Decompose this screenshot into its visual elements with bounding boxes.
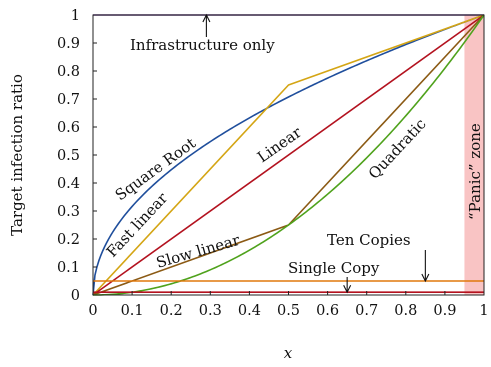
x-tick-label: 0.4	[238, 303, 261, 319]
y-tick-label: 0.3	[57, 204, 80, 220]
panic-zone	[464, 15, 484, 295]
label-fast-linear: Fast linear	[103, 189, 172, 261]
y-tick-label: 0.1	[57, 260, 80, 276]
x-tick-label: 0.9	[433, 303, 456, 319]
ticks-layer: 0 0.1 0.2 0.3 0.4 0.5 0.6 0.7 0.8 0.9 1 0 0.1 0.2 0.3 0…	[57, 8, 489, 319]
arrows-layer	[202, 13, 430, 294]
y-tick-label: 1	[71, 8, 80, 24]
y-tick-label: 0.2	[57, 232, 80, 248]
arrowhead-singlecopy	[343, 284, 352, 294]
y-tick-label: 0.8	[57, 64, 80, 80]
x-tick-label: 0.6	[316, 303, 339, 319]
series-line-sqrt	[92, 14, 485, 296]
label-ten-copies: Ten Copies	[327, 231, 411, 249]
label-infrastructure-only: Infrastructure only	[130, 36, 275, 54]
x-tick-label: 0.3	[199, 303, 222, 319]
x-tick-label: 0.8	[394, 303, 417, 319]
arrowhead-tencopies	[421, 273, 430, 283]
x-tick-label: 0.2	[160, 303, 183, 319]
y-tick-label: 0.7	[57, 92, 80, 108]
x-tick-label: 0.7	[355, 303, 378, 319]
y-tick-label: 0.9	[57, 36, 80, 52]
x-tick-label: 0	[88, 303, 97, 319]
y-tick-label: 0.4	[57, 176, 80, 192]
x-axis-title: x	[284, 344, 293, 362]
y-tick-label: 0.5	[57, 148, 80, 164]
x-tick-label: 0.5	[277, 303, 300, 319]
label-single-copy: Single Copy	[288, 259, 380, 277]
series-line-linear	[92, 14, 485, 296]
y-tick-label: 0	[71, 288, 80, 304]
label-panic-zone: “Panic” zone	[466, 123, 484, 220]
series-line-quadratic	[92, 14, 485, 296]
label-slow-linear: Slow linear	[154, 231, 242, 272]
y-axis-title: Target infection ratio	[8, 74, 26, 236]
series-line-fastlinear	[92, 14, 485, 296]
label-linear: Linear	[254, 123, 305, 167]
arrowhead-infra	[202, 13, 211, 23]
x-tick-label: 1	[479, 303, 488, 319]
y-tick-label: 0.6	[57, 120, 80, 136]
x-tick-label: 0.1	[121, 303, 144, 319]
